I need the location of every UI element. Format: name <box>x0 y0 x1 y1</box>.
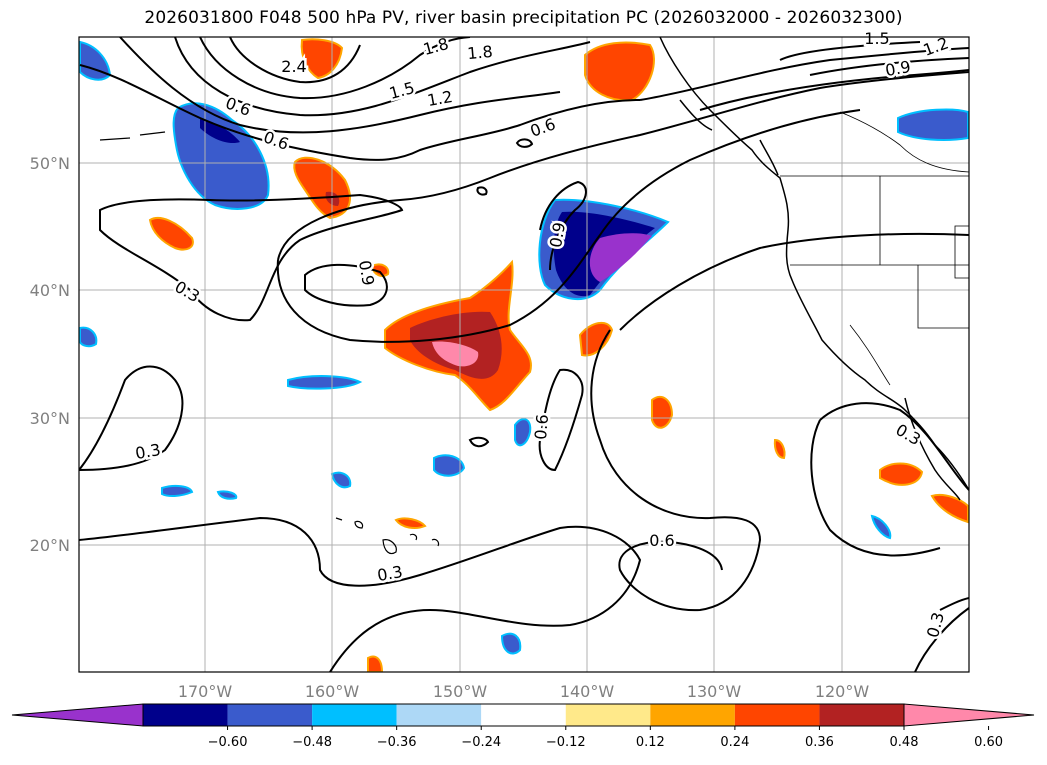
colorbar-segment <box>481 704 566 726</box>
coastline <box>659 37 969 501</box>
latitude-label: 20°N <box>30 536 70 555</box>
positive-anomaly-region <box>367 655 384 672</box>
negative-anomaly-region <box>216 490 238 500</box>
positive-anomaly-region <box>773 438 786 460</box>
islands <box>99 131 440 555</box>
colorbar-tick-label: −0.12 <box>546 735 586 750</box>
latitude-labels: 50°N 40°N 30°N 20°N <box>30 154 70 555</box>
latitude-label: 50°N <box>30 154 70 173</box>
colorbar-segment <box>227 704 313 726</box>
latitude-label: 40°N <box>30 281 70 300</box>
map-title: 2026031800 F048 500 hPa PV, river basin … <box>144 8 903 28</box>
latitude-label: 30°N <box>30 409 70 428</box>
contour-label: 0.6 <box>649 531 674 550</box>
longitude-label: 170°W <box>178 682 233 701</box>
colorbar-segment <box>312 704 397 726</box>
negative-anomaly-region <box>433 454 466 477</box>
contour-label: 0.6 <box>531 413 552 440</box>
colorbar-tick-label: 0.60 <box>974 735 1003 750</box>
negative-anomaly-region <box>161 484 194 498</box>
colorbar-segment <box>143 704 228 726</box>
colorbar-tick-label: 0.24 <box>720 735 749 750</box>
longitude-label: 120°W <box>815 682 870 701</box>
negative-anomaly-extreme <box>589 233 652 282</box>
colorbar-segment <box>396 704 482 726</box>
longitude-label: 150°W <box>433 682 488 701</box>
contour-label: 1.8 <box>466 42 493 63</box>
colorbar-segment <box>734 704 820 726</box>
colorbar-tick-label: −0.36 <box>377 735 417 750</box>
negative-anomaly-region <box>870 514 892 540</box>
positive-anomaly-region <box>584 41 655 102</box>
colorbar-tick-label: 0.48 <box>890 735 919 750</box>
colorbar-extend-min <box>11 703 144 727</box>
longitude-label: 130°W <box>687 682 742 701</box>
colorbar-tick-label: 0.36 <box>805 735 834 750</box>
negative-anomaly-region <box>287 375 363 390</box>
negative-anomaly-region <box>172 102 270 210</box>
positive-anomaly-region <box>370 263 390 277</box>
longitude-label: 160°W <box>305 682 360 701</box>
colorbar-tick-label: −0.60 <box>208 735 248 750</box>
colorbar-tick-label: 0.12 <box>636 735 665 750</box>
colorbar-extend-max <box>903 703 1035 727</box>
negative-anomaly-region <box>897 108 969 141</box>
colorbar: −0.60 −0.48 −0.36 −0.24 −0.12 0.12 0.24 0.36 0.4… <box>11 703 1035 750</box>
positive-anomaly-region <box>930 494 969 524</box>
longitude-label: 140°W <box>560 682 615 701</box>
colorbar-tick-label: −0.24 <box>461 735 501 750</box>
positive-anomaly-region <box>394 517 427 529</box>
negative-anomaly-region <box>330 471 352 489</box>
negative-anomaly-core <box>200 118 240 144</box>
negative-anomaly-region <box>79 326 98 348</box>
colorbar-tick-label: −0.48 <box>292 735 332 750</box>
contour-label: 2.4 <box>281 57 306 76</box>
positive-anomaly-region <box>148 217 194 251</box>
colorbar-frame <box>142 703 905 727</box>
state-borders <box>780 111 969 386</box>
negative-anomaly-region <box>514 418 532 447</box>
colorbar-segment <box>650 704 735 726</box>
longitude-labels: 170°W 160°W 150°W 140°W 130°W 120°W <box>178 682 870 701</box>
positive-anomaly-region <box>879 462 924 486</box>
colorbar-segment <box>819 704 904 726</box>
positive-anomaly-region <box>578 321 614 357</box>
colorbar-segment <box>565 704 651 726</box>
negative-anomaly-region <box>500 632 522 655</box>
contour-label: 1.5 <box>864 29 889 48</box>
positive-anomaly-core <box>432 341 479 367</box>
positive-anomaly-region <box>651 395 674 429</box>
graticule <box>79 37 969 672</box>
plot-frame <box>78 36 970 673</box>
